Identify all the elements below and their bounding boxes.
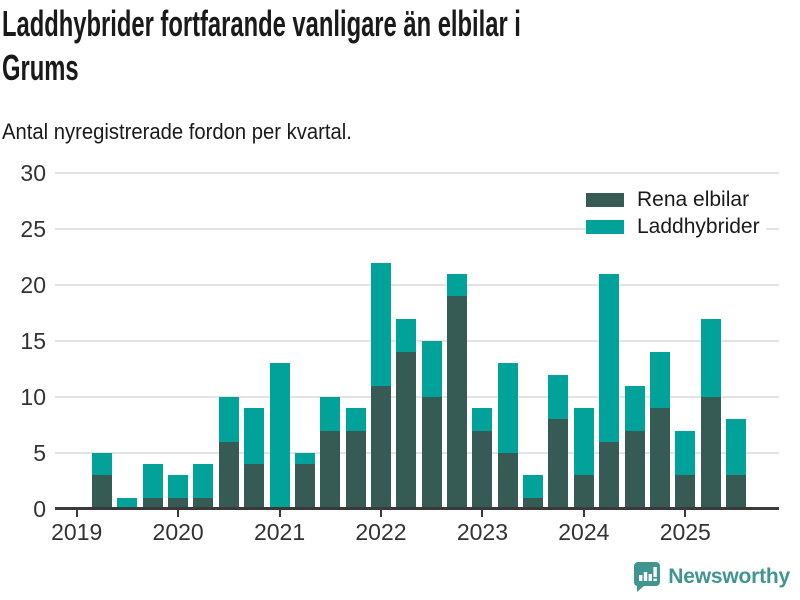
bar-segment-elbilar [218, 441, 239, 509]
legend-label: Rena elbilar [637, 188, 750, 211]
bar-segment-elbilar [92, 475, 113, 509]
bar-segment-elbilar [142, 497, 163, 509]
x-axis-tick [379, 510, 382, 517]
bar-segment-elbilar [244, 464, 265, 509]
bar-segment-laddhybrider [370, 262, 391, 386]
bar-segment-laddhybrider [573, 408, 594, 476]
bar-segment-elbilar [421, 397, 442, 509]
gridline [55, 284, 779, 286]
x-axis-tick-label: 2022 [355, 519, 407, 545]
x-axis-tick-label: 2024 [558, 519, 610, 545]
bar-segment-laddhybrider [193, 464, 214, 498]
brand-name: Newsworthy [668, 564, 790, 588]
bar-segment-laddhybrider [548, 374, 569, 420]
bar-segment-laddhybrider [447, 273, 468, 297]
legend-swatch [586, 193, 624, 207]
bar-segment-laddhybrider [675, 430, 696, 476]
bar-segment-laddhybrider [92, 453, 113, 476]
bar-segment-elbilar [675, 475, 696, 509]
gridline [55, 452, 779, 454]
x-axis-tick [177, 510, 180, 517]
bar-segment-elbilar [497, 453, 518, 509]
x-axis-line [55, 507, 779, 510]
y-axis-tick-label: 20 [20, 272, 46, 298]
bar-segment-elbilar [168, 497, 189, 509]
bar-segment-elbilar [294, 464, 315, 509]
bar-segment-laddhybrider [345, 408, 366, 431]
x-axis-tick-label: 2021 [253, 519, 306, 545]
bar-segment-laddhybrider [320, 397, 341, 431]
bar-segment-elbilar [523, 497, 544, 509]
gridline [55, 172, 779, 174]
bar-segment-laddhybrider [421, 341, 442, 397]
legend-item-laddhybrider: Laddhybrider [586, 215, 766, 238]
bar-segment-elbilar [472, 430, 493, 509]
bar-segment-elbilar [649, 408, 670, 509]
bar-segment-laddhybrider [523, 475, 544, 498]
x-axis-tick-label: 2025 [659, 519, 711, 545]
bar-segment-elbilar [320, 430, 341, 509]
y-axis-tick-label: 0 [33, 496, 46, 522]
bar-segment-elbilar [599, 441, 620, 509]
bar-segment-laddhybrider [168, 475, 189, 498]
brand-footer: Newsworthy [633, 561, 790, 592]
bar-segment-elbilar [624, 430, 645, 509]
gridline [55, 340, 779, 342]
bar-segment-laddhybrider [117, 497, 138, 509]
gridline [55, 228, 779, 230]
bar-segment-laddhybrider [244, 408, 265, 465]
bar-segment-laddhybrider [218, 397, 239, 442]
bar-segment-elbilar [345, 430, 366, 509]
gridline [55, 396, 779, 398]
legend-item-rena-elbilar: Rena elbilar [586, 188, 756, 211]
x-axis-tick [481, 510, 484, 517]
bar-segment-elbilar [396, 352, 417, 509]
newsworthy-logo-icon [634, 562, 661, 592]
bar-segment-elbilar [700, 397, 721, 509]
bar-segment-laddhybrider [599, 273, 620, 442]
x-axis-tick [75, 510, 78, 517]
x-axis-tick-label: 2023 [456, 519, 508, 545]
bar-segment-laddhybrider [700, 318, 721, 397]
x-axis-tick-label: 2020 [152, 519, 204, 545]
bar-segment-laddhybrider [396, 318, 417, 353]
bar-segment-laddhybrider [649, 352, 670, 409]
legend-label: Laddhybrider [637, 215, 760, 238]
bar-segment-elbilar [193, 497, 214, 509]
y-axis-tick-label: 10 [20, 384, 46, 410]
x-axis-tick [278, 510, 281, 517]
bar-segment-elbilar [548, 419, 569, 509]
y-axis-tick-label: 25 [20, 216, 46, 242]
bar-segment-laddhybrider [725, 419, 746, 476]
legend-swatch [586, 220, 624, 234]
x-axis-tick [684, 510, 687, 517]
chart-subtitle: Antal nyregistrerade fordon per kvartal. [2, 119, 352, 144]
x-axis-tick [582, 510, 585, 517]
x-axis-tick-label: 2019 [51, 519, 103, 545]
bar-segment-laddhybrider [497, 363, 518, 453]
bar-segment-elbilar [573, 475, 594, 509]
bar-segment-laddhybrider [294, 453, 315, 465]
bar-segment-laddhybrider [624, 385, 645, 431]
bar-segment-laddhybrider [269, 363, 290, 509]
bar-segment-laddhybrider [472, 408, 493, 431]
y-axis-tick-label: 15 [20, 328, 46, 354]
chart-title: Laddhybrider fortfarande vanligare än el… [2, 3, 521, 88]
bar-segment-elbilar [447, 296, 468, 509]
y-axis-tick-label: 5 [33, 440, 46, 466]
y-axis-tick-label: 30 [20, 160, 46, 186]
bar-segment-elbilar [370, 385, 391, 509]
bar-segment-laddhybrider [142, 464, 163, 498]
bar-segment-elbilar [725, 475, 746, 509]
